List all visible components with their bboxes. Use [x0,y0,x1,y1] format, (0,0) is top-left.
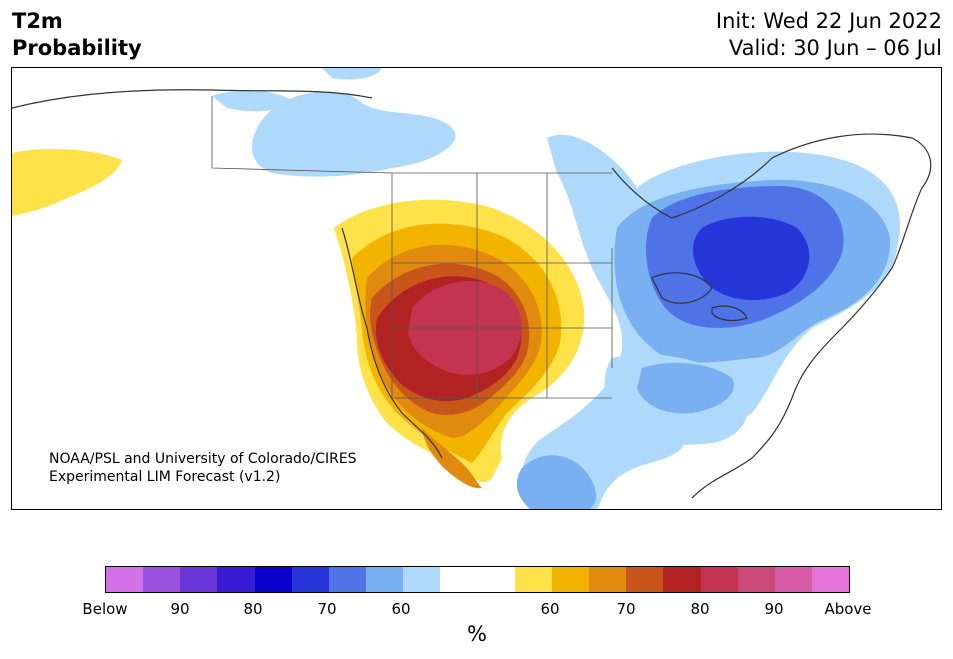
colorbar-tick-label: 60 [540,600,560,618]
colorbar-cell [700,567,738,592]
colorbar-cell [514,567,552,592]
geography-lines [12,89,932,499]
colorbar-cell [774,567,812,592]
colorbar-tick-label: 70 [616,600,636,618]
colorbar-unit-label: % [467,622,487,646]
init-date: Init: Wed 22 Jun 2022 [715,9,942,33]
probability-colorbar [105,566,850,593]
colorbar-tick-label: 60 [391,600,411,618]
cold-region-core [692,216,810,301]
colorbar-tick-label: 90 [764,600,784,618]
valid-range: Valid: 30 Jun – 06 Jul [728,36,942,60]
colorbar-tick-label: Below [82,600,128,618]
colorbar-cell [328,567,367,592]
colorbar-cell [626,567,664,592]
colorbar-cell [477,567,515,592]
cold-region-canada-west [252,91,456,177]
colorbar-tick-label: 90 [170,600,190,618]
forecast-dates: Init: Wed 22 Jun 2022 Valid: 30 Jun – 06… [716,8,942,62]
state-borders [211,96,613,399]
colorbar-cell [589,567,627,592]
colorbar-cell [217,567,255,592]
credit-line-1: NOAA/PSL and University of Colorado/CIRE… [49,451,357,467]
cold-region-canada-top [212,90,292,112]
warm-region-baja [422,428,482,489]
credit-line-2: Experimental LIM Forecast (v1.2) [49,469,281,485]
below-normal-regions [212,68,900,509]
warm-region-alaska [12,148,122,216]
map-title: T2m Probability [12,8,142,62]
cold-region-ohio-valley [637,362,734,414]
map-panel[interactable] [11,67,942,510]
colorbar-cell [180,567,218,592]
colorbar-cell [403,567,441,592]
great-lakes [651,272,748,322]
colorbar-tick-label: 70 [317,600,337,618]
variable-label: T2m [12,9,63,33]
colorbar-tick-label: Above [824,600,872,618]
colorbar-cell [737,567,775,592]
colorbar-cell [811,567,850,592]
colorbar-cell [254,567,292,592]
colorbar-cell [366,567,404,592]
source-credit: NOAA/PSL and University of Colorado/CIRE… [49,450,357,486]
colorbar-cell [551,567,590,592]
product-label: Probability [12,36,142,60]
colorbar-cell [143,567,181,592]
colorbar-cell [663,567,701,592]
colorbar-tick-label: 80 [690,600,710,618]
coastline-west [12,89,443,459]
cold-region-arctic [322,68,382,80]
cold-region-gulf [516,455,596,509]
colorbar-cell [440,567,478,592]
colorbar-cell [291,567,329,592]
coastline-east [611,133,932,499]
colorbar-tick-label: 80 [243,600,263,618]
colorbar-cell [106,567,144,592]
above-normal-regions [12,148,585,489]
probability-map [12,68,932,509]
